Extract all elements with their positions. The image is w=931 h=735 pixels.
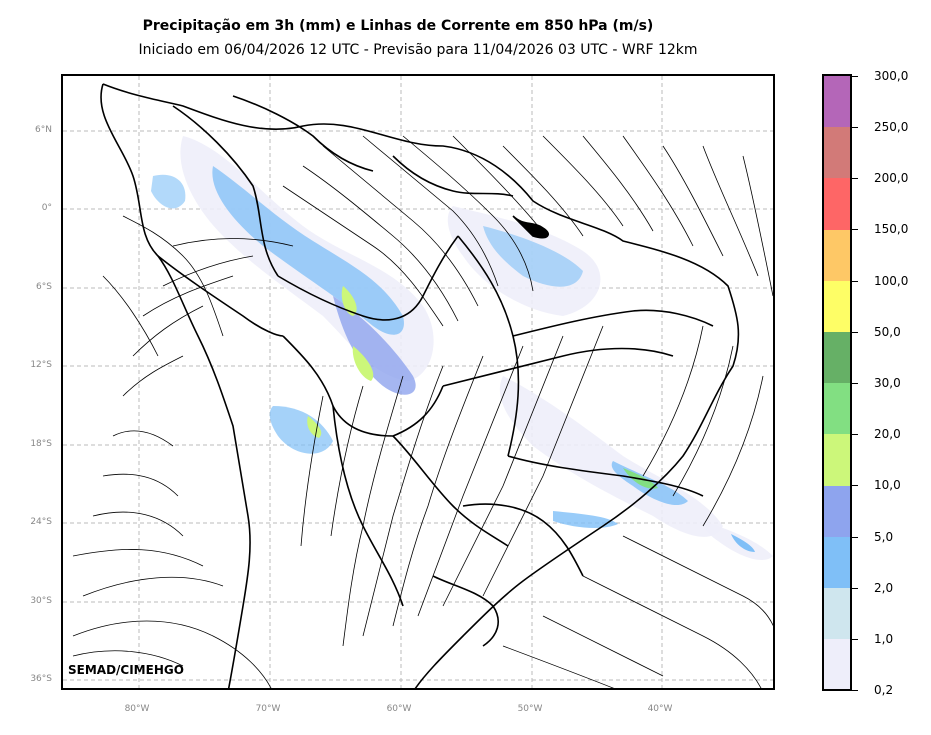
colorbar-tick-label: 50,0 (874, 325, 901, 339)
border-peru (157, 255, 284, 337)
lat-label-6s: 6°S (36, 282, 52, 292)
colorbar-tickmark (852, 127, 858, 128)
precip-band-central-strong (341, 286, 357, 316)
lon-label-60w: 60°W (386, 704, 412, 714)
precipitation-fields (151, 136, 773, 561)
colorbar-tickmark (852, 281, 858, 282)
lon-label-50w: 50°W (517, 704, 543, 714)
streamlines (72, 135, 773, 688)
precip-band-pacific (151, 174, 186, 209)
colorbar-tickmark (852, 332, 858, 333)
colorbar-segment-9 (824, 178, 850, 230)
lon-label-40w: 40°W (647, 704, 673, 714)
state-borders-3 (512, 309, 714, 337)
colorbar-segment-3 (824, 486, 850, 537)
colorbar-segment-5 (824, 383, 850, 434)
colorbar-tickmark (852, 690, 858, 691)
lat-label-36s: 36°S (30, 674, 52, 684)
colorbar-tickmark (852, 639, 858, 640)
map-panel[interactable] (61, 74, 775, 690)
border-uruguay (432, 575, 499, 647)
precip-band-east (499, 376, 723, 537)
lat-label-0: 0° (41, 203, 52, 213)
border-guianas (392, 155, 514, 197)
colorbar-segment-10 (824, 127, 850, 178)
colorbar-tick-label: 1,0 (874, 632, 894, 646)
amazon-delta (512, 215, 549, 239)
lat-label-6n: 6°N (35, 125, 52, 135)
colorbar-tick-label: 250,0 (874, 120, 909, 134)
colorbar-tick-label: 2,0 (874, 581, 894, 595)
state-borders-2 (457, 235, 520, 457)
colorbar-tick-label: 150,0 (874, 222, 909, 236)
border-colombia (172, 105, 279, 277)
colorbar-tickmark (852, 229, 858, 230)
colorbar-tickmark (852, 76, 858, 77)
lon-label-70w: 70°W (255, 704, 281, 714)
precip-band-sw (269, 406, 333, 454)
map-canvas (63, 76, 773, 688)
lat-label-24s: 24°S (30, 517, 52, 527)
colorbar-segment-6 (824, 332, 850, 383)
colorbar-tick-label: 20,0 (874, 427, 901, 441)
colorbar-segment-8 (824, 230, 850, 281)
colorbar-tick-label: 0,2 (874, 683, 894, 697)
border-paraguay (392, 435, 509, 547)
colorbar-tickmark (852, 434, 858, 435)
credit-label: SEMAD/CIMEHGO (68, 663, 184, 677)
continent-coastline (102, 83, 740, 688)
precip-band-sw-core (307, 416, 322, 438)
colorbar-tickmark (852, 485, 858, 486)
colorbar (822, 74, 852, 691)
lat-label-30s: 30°S (30, 596, 52, 606)
colorbar-tick-label: 300,0 (874, 69, 909, 83)
precip-band-southeast (553, 511, 618, 528)
colorbar-segment-7 (824, 281, 850, 332)
colorbar-tickmark (852, 178, 858, 179)
colorbar-tickmark (852, 383, 858, 384)
colorbar-tickmark (852, 588, 858, 589)
precip-band-central-strong-2 (352, 346, 374, 381)
state-borders-1 (442, 347, 674, 387)
gridlines (63, 76, 773, 688)
precip-band-north-core (483, 226, 583, 287)
colorbar-tick-label: 30,0 (874, 376, 901, 390)
colorbar-segment-4 (824, 434, 850, 486)
map-title: Precipitação em 3h (mm) e Linhas de Corr… (142, 18, 654, 34)
map-subtitle: Iniciado em 06/04/2026 12 UTC - Previsão… (138, 42, 698, 58)
lon-label-80w: 80°W (124, 704, 150, 714)
lat-label-18s: 18°S (30, 439, 52, 449)
colorbar-tick-label: 5,0 (874, 530, 894, 544)
state-borders-4 (507, 455, 704, 497)
precip-band-nw-core (212, 166, 404, 335)
pacific-coastline (100, 83, 251, 688)
lat-label-12s: 12°S (30, 360, 52, 370)
state-borders-5 (462, 503, 584, 577)
border-brazil-west (277, 235, 459, 321)
colorbar-segment-1 (824, 588, 850, 639)
colorbar-tickmark (852, 537, 858, 538)
precip-band-atlantic-core (731, 534, 755, 552)
border-venezuela (232, 95, 374, 172)
colorbar-segment-2 (824, 537, 850, 588)
colorbar-segment-0 (824, 639, 850, 689)
colorbar-tick-label: 100,0 (874, 274, 909, 288)
colorbar-tick-label: 10,0 (874, 478, 901, 492)
precip-band-central (333, 296, 416, 395)
borders (100, 83, 740, 688)
colorbar-tick-label: 200,0 (874, 171, 909, 185)
colorbar-segment-11 (824, 76, 850, 127)
